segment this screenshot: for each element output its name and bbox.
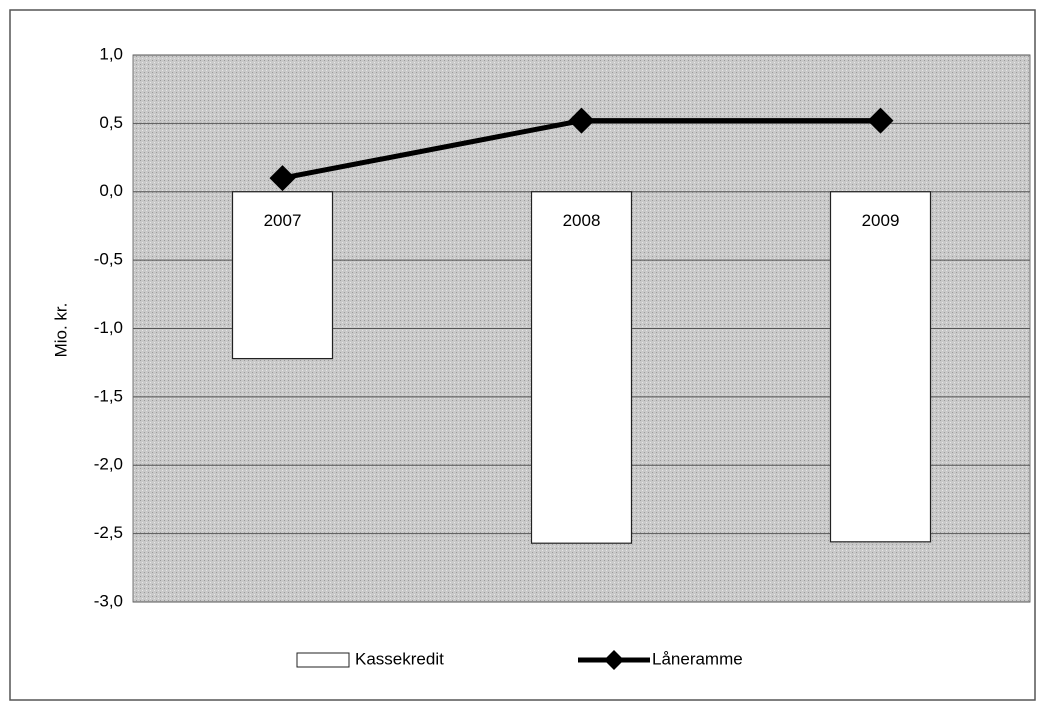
y-axis-label: Mio. kr. <box>51 303 70 358</box>
legend-label: Kassekredit <box>355 649 444 668</box>
y-tick-label: -2,0 <box>94 455 123 474</box>
y-tick-label: -1,0 <box>94 318 123 337</box>
category-label: 2007 <box>264 211 302 230</box>
y-tick-label: -0,5 <box>94 250 123 269</box>
bar <box>530 191 633 544</box>
marker <box>269 165 296 192</box>
bar <box>829 191 932 543</box>
category-label: 2008 <box>563 211 601 230</box>
bar <box>231 191 334 360</box>
marker <box>568 107 595 134</box>
category-label: 2009 <box>862 211 900 230</box>
marker <box>867 107 894 134</box>
legend-label: Låneramme <box>652 649 743 668</box>
y-tick-label: 1,0 <box>99 44 123 63</box>
legend-swatch <box>296 652 350 668</box>
y-tick-label: -3,0 <box>94 591 123 610</box>
y-tick-label: -2,5 <box>94 523 123 542</box>
legend-marker <box>604 650 624 670</box>
y-tick-label: 0,0 <box>99 181 123 200</box>
y-tick-label: -1,5 <box>94 386 123 405</box>
y-tick-label: 0,5 <box>99 113 123 132</box>
